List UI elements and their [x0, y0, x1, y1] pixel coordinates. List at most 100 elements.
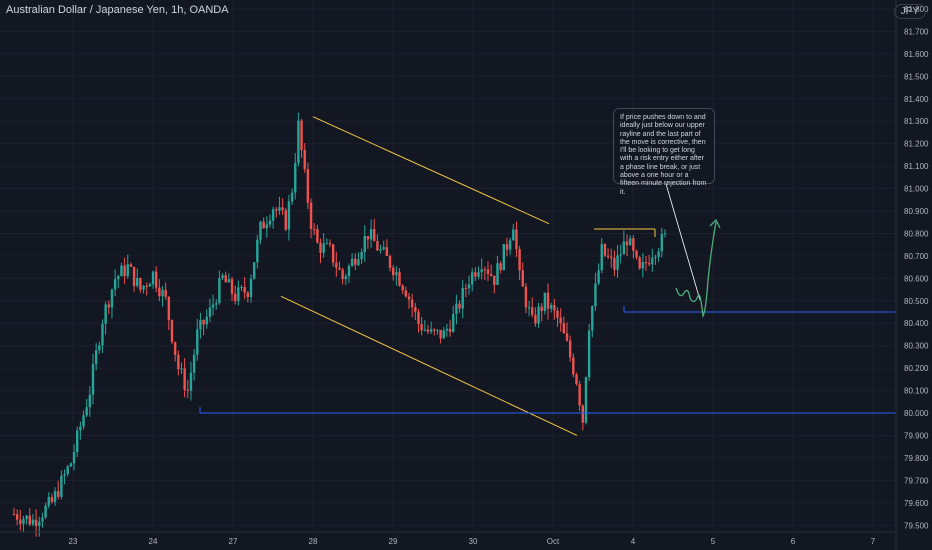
time-tick-label: 23: [69, 537, 78, 546]
time-tick-label: 5: [711, 537, 716, 546]
candle-body: [398, 272, 401, 286]
candle-body: [565, 333, 569, 341]
candle-body: [553, 305, 556, 311]
candle-body: [256, 239, 259, 263]
candle-body: [19, 519, 22, 524]
candle-body: [189, 372, 193, 391]
candle-body: [546, 292, 550, 309]
candle-body: [268, 220, 272, 225]
price-tick-label: 79.500: [904, 521, 929, 530]
candle-body: [392, 267, 395, 276]
candle-body: [505, 244, 509, 250]
candle-body: [319, 242, 322, 253]
candlestick-series[interactable]: [12, 112, 667, 537]
candle-body: [294, 163, 297, 193]
candle-body: [366, 236, 370, 240]
candle-body: [591, 306, 594, 331]
candle-body: [205, 316, 208, 325]
candle-body: [606, 255, 610, 257]
candle-body: [155, 271, 158, 288]
currency-badge[interactable]: JPY: [893, 4, 926, 19]
candle-body: [420, 323, 423, 331]
candle-body: [237, 287, 240, 302]
price-tick-label: 79.900: [904, 431, 929, 440]
candle-body: [543, 292, 547, 311]
candle-body: [429, 329, 433, 332]
price-tick-label: 80.500: [904, 297, 929, 306]
candle-body: [632, 238, 635, 251]
candle-body: [657, 251, 660, 257]
price-tick-label: 81.400: [904, 95, 929, 104]
candle-body: [638, 257, 641, 269]
candle-body: [417, 311, 420, 324]
channel-upper-line: [312, 116, 550, 225]
candle-body: [407, 296, 411, 300]
candle-body: [180, 368, 183, 370]
candle-body: [104, 304, 107, 324]
candle-body: [477, 272, 480, 277]
candle-body: [660, 234, 663, 252]
candle-body: [224, 275, 227, 283]
projection-arrowhead: [709, 218, 721, 229]
candle-body: [85, 407, 88, 416]
candle-body: [350, 258, 354, 266]
candle-body: [410, 299, 414, 308]
candle-body: [25, 515, 28, 520]
time-tick-label: 4: [631, 537, 636, 546]
price-tick-label: 80.800: [904, 229, 929, 238]
candle-body: [117, 276, 120, 280]
candle-body: [556, 310, 559, 318]
candle-body: [486, 269, 490, 275]
candle-body: [489, 274, 493, 276]
candle-body: [215, 303, 218, 305]
candle-body: [455, 303, 458, 315]
price-tick-label: 81.700: [904, 27, 929, 36]
annotation-note[interactable]: If price pushes down to and ideally just…: [613, 108, 715, 196]
candle-body: [211, 304, 215, 308]
candle-body: [91, 364, 95, 395]
candle-body: [107, 304, 110, 308]
symbol-title[interactable]: Australian Dollar / Japanese Yen, 1h, OA…: [6, 4, 229, 16]
candle-body: [199, 320, 202, 330]
candle-body: [452, 314, 455, 332]
candle-body: [629, 238, 632, 246]
candle-body: [654, 256, 657, 258]
callout-pointer: [665, 183, 701, 301]
candle-body: [537, 306, 540, 324]
candle-body: [572, 357, 575, 375]
candle-body: [540, 306, 543, 311]
candle-body: [12, 514, 16, 516]
candle-body: [246, 292, 250, 298]
candle-body: [559, 317, 562, 324]
drawings-layer[interactable]: [199, 116, 896, 436]
candle-body: [338, 267, 341, 270]
candle-body: [196, 329, 199, 355]
candle-body: [306, 169, 310, 203]
candle-body: [28, 515, 31, 525]
candle-body: [524, 286, 528, 308]
candle-body: [57, 491, 60, 497]
candle-body: [287, 201, 291, 230]
candle-body: [183, 368, 186, 390]
candle-body: [562, 323, 566, 334]
candle-body: [647, 263, 651, 265]
candle-body: [439, 329, 442, 339]
candle-body: [275, 209, 278, 211]
candle-body: [158, 287, 161, 297]
candle-body: [22, 519, 25, 524]
candle-body: [208, 307, 212, 317]
candle-body: [388, 256, 392, 268]
candle-body: [502, 244, 505, 271]
price-tick-label: 80.600: [904, 274, 929, 283]
candle-body: [34, 519, 38, 526]
candle-body: [644, 262, 648, 264]
candle-body: [508, 240, 512, 250]
candle-body: [581, 405, 584, 423]
candle-body: [322, 243, 325, 253]
candle-body: [436, 329, 439, 331]
candle-body: [300, 120, 303, 150]
candle-body: [344, 276, 347, 280]
